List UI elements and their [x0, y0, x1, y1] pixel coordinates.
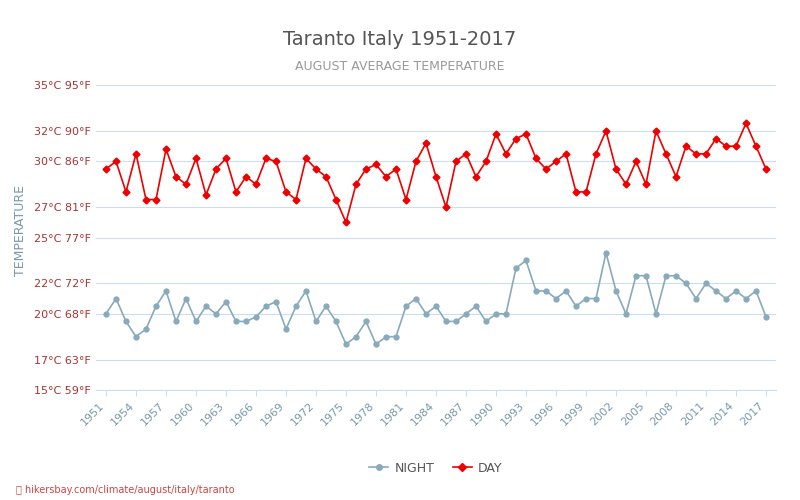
- Y-axis label: TEMPERATURE: TEMPERATURE: [14, 184, 27, 276]
- Legend: NIGHT, DAY: NIGHT, DAY: [365, 457, 507, 480]
- Text: AUGUST AVERAGE TEMPERATURE: AUGUST AVERAGE TEMPERATURE: [295, 60, 505, 73]
- Text: 📍 hikersbay.com/climate/august/italy/taranto: 📍 hikersbay.com/climate/august/italy/tar…: [16, 485, 234, 495]
- Text: Taranto Italy 1951-2017: Taranto Italy 1951-2017: [283, 30, 517, 49]
